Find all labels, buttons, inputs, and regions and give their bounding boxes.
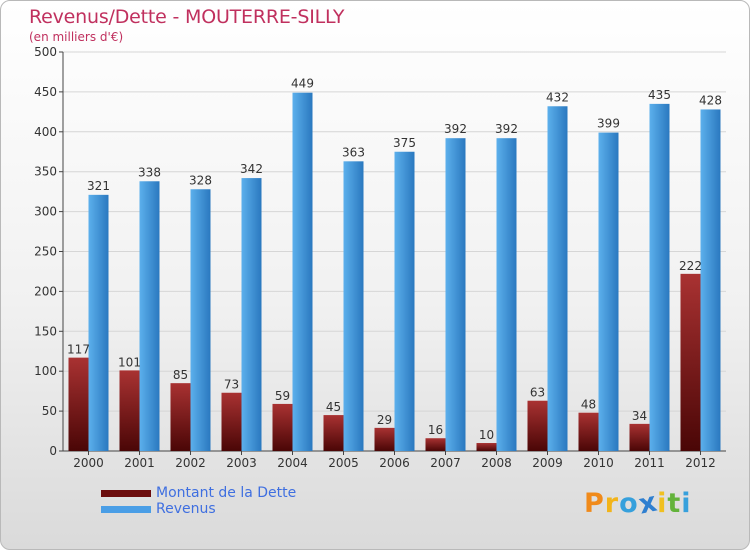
bar-dette-2004 [273, 404, 293, 451]
chart-frame: Revenus/Dette - MOUTERRE-SILLY (en milli… [0, 0, 750, 550]
y-tick-label-500: 500 [34, 45, 57, 59]
bar-revenus-2012 [701, 109, 721, 451]
logo-letter: P [584, 488, 605, 519]
bar-dette-2003 [222, 393, 242, 451]
label-dette-2001: 101 [118, 355, 141, 369]
x-tick-label-2006: 2006 [379, 456, 410, 470]
x-tick-label-2001: 2001 [124, 456, 155, 470]
label-revenus-2008: 392 [495, 122, 518, 136]
label-dette-2009: 63 [530, 386, 545, 400]
bar-revenus-2003 [242, 178, 262, 451]
bar-dette-2012 [681, 274, 701, 451]
logo-letter: t [667, 488, 681, 519]
logo-letter: r [605, 488, 619, 519]
x-tick-label-2004: 2004 [277, 456, 308, 470]
label-revenus-2006: 375 [393, 136, 416, 150]
bar-dette-2005 [324, 415, 344, 451]
legend-label-revenus: Revenus [156, 501, 216, 517]
label-dette-2004: 59 [275, 389, 290, 403]
label-revenus-2005: 363 [342, 145, 365, 159]
x-tick-label-2005: 2005 [328, 456, 359, 470]
x-tick-label-2003: 2003 [226, 456, 257, 470]
bar-revenus-2009 [548, 106, 568, 451]
label-revenus-2011: 435 [648, 88, 671, 102]
label-revenus-2003: 342 [240, 162, 263, 176]
bar-revenus-2006 [395, 152, 415, 451]
label-dette-2005: 45 [326, 400, 341, 414]
x-tick-label-2010: 2010 [583, 456, 614, 470]
bar-revenus-2011 [650, 104, 670, 451]
y-tick-label-100: 100 [34, 364, 57, 378]
x-tick-label-2008: 2008 [481, 456, 512, 470]
bar-dette-2001 [120, 370, 140, 451]
legend-swatch-dette [101, 490, 151, 497]
y-tick-label-200: 200 [34, 284, 57, 298]
label-dette-2011: 34 [632, 409, 647, 423]
label-dette-2006: 29 [377, 413, 392, 427]
label-dette-2008: 10 [479, 428, 494, 442]
bar-revenus-2008 [497, 138, 517, 451]
x-tick-label-2002: 2002 [175, 456, 206, 470]
label-revenus-2004: 449 [291, 77, 314, 91]
y-tick-label-350: 350 [34, 165, 57, 179]
bar-revenus-2002 [191, 189, 211, 451]
label-revenus-2009: 432 [546, 90, 569, 104]
label-revenus-2012: 428 [699, 93, 722, 107]
label-dette-2003: 73 [224, 378, 239, 392]
bar-chart: 050100150200250300350400450500 117321101… [1, 1, 750, 550]
bar-dette-2002 [171, 383, 191, 451]
y-tick-label-50: 50 [42, 404, 57, 418]
label-revenus-2002: 328 [189, 173, 212, 187]
y-axis-ticks: 0 50 100 150 200 250 300 350 400 450 500 [34, 45, 63, 458]
y-tick-label-400: 400 [34, 125, 57, 139]
y-tick-label-250: 250 [34, 245, 57, 259]
bar-dette-2000 [69, 358, 89, 451]
label-dette-2000: 117 [67, 343, 90, 357]
y-tick-label-450: 450 [34, 85, 57, 99]
legend-label-dette: Montant de la Dette [156, 485, 296, 501]
x-tick-label-2012: 2012 [685, 456, 716, 470]
logo-letter: i [681, 488, 691, 519]
y-tick-label-0: 0 [49, 444, 57, 458]
x-tick-label-2000: 2000 [73, 456, 104, 470]
bar-revenus-2005 [344, 161, 364, 451]
bar-revenus-2004 [293, 93, 313, 451]
bar-revenus-2007 [446, 138, 466, 451]
y-tick-label-300: 300 [34, 205, 57, 219]
x-tick-label-2011: 2011 [634, 456, 665, 470]
bar-dette-2008 [477, 443, 497, 451]
x-axis-ticks: 2000 2001 2002 2003 2004 2005 2006 2007 2008 2009… [73, 451, 716, 470]
bar-dette-2010 [579, 413, 599, 451]
label-revenus-2000: 321 [87, 179, 110, 193]
proxiti-logo: Proxiti [584, 488, 692, 519]
label-dette-2007: 16 [428, 423, 443, 437]
bar-revenus-2001 [140, 181, 160, 451]
bar-revenus-2000 [89, 195, 109, 451]
x-tick-label-2009: 2009 [532, 456, 563, 470]
label-revenus-2007: 392 [444, 122, 467, 136]
bar-dette-2009 [528, 401, 548, 451]
label-revenus-2001: 338 [138, 165, 161, 179]
label-revenus-2010: 399 [597, 117, 620, 131]
label-dette-2010: 48 [581, 398, 596, 412]
y-tick-label-150: 150 [34, 324, 57, 338]
legend-swatch-revenus [101, 506, 151, 513]
bar-dette-2007 [426, 438, 446, 451]
label-dette-2002: 85 [173, 368, 188, 382]
x-tick-label-2007: 2007 [430, 456, 461, 470]
bar-revenus-2010 [599, 133, 619, 451]
bar-dette-2011 [630, 424, 650, 451]
label-dette-2012: 222 [679, 259, 702, 273]
bar-dette-2006 [375, 428, 395, 451]
